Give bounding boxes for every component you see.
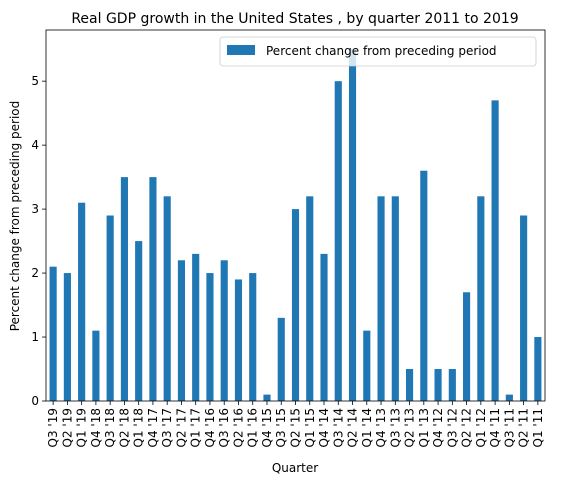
y-tick-label: 5 [31,74,39,88]
bar [106,215,114,401]
legend-box [219,36,537,67]
legend-label: Percent change from preceding period [266,44,497,58]
x-tick-label: Q4 '13 [374,408,388,447]
bar [263,394,271,401]
chart-title: Real GDP growth in the United States , b… [71,11,518,27]
x-tick-label: Q2 '11 [517,408,531,447]
x-tick-label: Q3 '17 [160,408,174,447]
bar [220,260,228,401]
y-tick-label: 4 [31,138,39,152]
x-tick-label: Q1 '13 [417,408,431,447]
bar [534,337,542,401]
bar [491,100,499,402]
x-tick-label: Q3 '11 [502,408,516,447]
bar [120,177,128,401]
x-axis: Q3 '19 Q2 '19 Q1 '19 Q4 '18 Q3 '18 Q2 '18 Q1 '… [46,401,545,447]
x-tick-label: Q1 '14 [360,408,374,447]
bar [405,369,414,401]
bar [63,273,71,401]
x-tick-label: Q4 '14 [317,408,331,447]
x-tick-label: Q2 '14 [346,408,360,447]
y-tick-label: 2 [31,266,39,280]
bar [291,209,300,401]
bar [206,273,214,401]
bar [448,369,456,401]
x-tick-label: Q2 '16 [231,408,245,447]
bar [135,241,143,401]
x-tick-label: Q4 '17 [146,408,160,447]
bar [520,215,528,401]
x-tick-label: Q3 '19 [46,408,60,447]
y-axis-label: Percent change from preceding period [8,101,22,332]
x-axis-label: Quarter [272,461,318,475]
x-tick-label: Q1 '15 [303,408,317,447]
x-tick-label: Q3 '18 [103,408,117,447]
bar [377,196,385,401]
y-tick-label: 3 [31,202,39,216]
bar [334,81,342,401]
x-tick-label: Q3 '12 [445,408,459,447]
bar [391,196,399,401]
x-tick-label: Q4 '12 [431,408,445,447]
bar [463,292,471,401]
bar [420,170,428,401]
bar [249,273,257,401]
x-tick-label: Q3 '14 [331,408,345,447]
legend: Percent change from preceding period [219,36,537,67]
bar [177,260,186,401]
x-tick-label: Q4 '15 [260,408,274,447]
x-tick-label: Q2 '13 [403,408,417,447]
bar [434,369,442,401]
bar [92,330,100,401]
bar [49,266,57,401]
x-tick-label: Q1 '18 [132,408,146,447]
x-tick-label: Q4 '18 [89,408,103,447]
x-tick-label: Q1 '16 [246,408,260,447]
x-tick-label: Q3 '15 [274,408,288,447]
bars-group [49,49,542,402]
bar [306,196,314,401]
y-tick-label: 0 [31,394,39,408]
bar [363,330,371,401]
bar [78,202,86,401]
bar [149,177,157,401]
x-tick-label: Q2 '18 [117,408,131,447]
plot-frame [45,29,546,402]
x-tick-label: Q2 '12 [460,408,474,447]
bar [277,317,285,401]
x-tick-label: Q4 '11 [488,408,502,447]
x-tick-label: Q4 '16 [203,408,217,447]
y-tick-label: 1 [31,330,39,344]
y-axis: 0 1 2 3 4 5 [31,74,46,408]
x-tick-label: Q2 '19 [60,408,74,447]
x-tick-label: Q1 '11 [531,408,545,447]
x-tick-label: Q3 '16 [217,408,231,447]
bar [234,279,243,401]
x-tick-label: Q2 '17 [174,408,188,447]
x-tick-label: Q2 '15 [289,408,303,447]
bar [348,49,357,401]
bar [320,253,328,401]
bar [163,196,171,401]
x-tick-label: Q3 '13 [388,408,402,447]
x-tick-label: Q1 '19 [75,408,89,447]
bar [477,196,485,401]
bar [505,394,513,401]
x-tick-label: Q1 '12 [474,408,488,447]
legend-swatch [227,45,255,55]
x-tick-label: Q1 '17 [189,408,203,447]
bar [192,253,200,401]
